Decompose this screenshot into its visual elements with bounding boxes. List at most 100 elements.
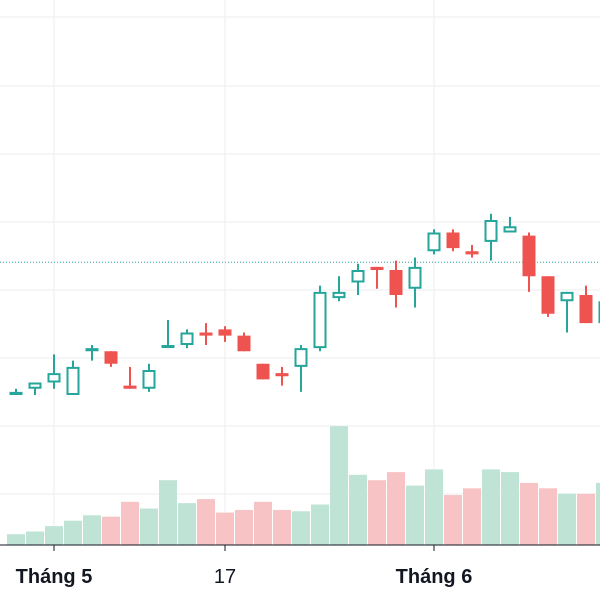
volume-bar — [406, 485, 424, 545]
volume-bar — [539, 488, 557, 545]
x-axis: Tháng 5 17 Tháng 6 1 — [0, 544, 600, 588]
volume-bar — [463, 488, 481, 545]
grid-lines — [0, 0, 600, 545]
volume-bar — [45, 526, 63, 545]
candle-body-down — [446, 232, 460, 249]
volume-bar — [292, 511, 310, 545]
candle-body-down — [370, 266, 384, 270]
candle — [9, 388, 23, 395]
candle — [237, 332, 251, 352]
candles — [9, 213, 600, 395]
candle — [256, 363, 270, 380]
candle — [142, 363, 156, 392]
candle — [370, 266, 384, 289]
volume-bar — [330, 426, 348, 545]
volume-bar — [273, 509, 291, 545]
candle — [28, 382, 42, 395]
candle — [560, 291, 574, 333]
candle-body-down — [123, 385, 137, 389]
candle-body-up — [408, 266, 422, 289]
volume-bar — [235, 509, 253, 545]
candle — [541, 276, 555, 317]
candle — [408, 257, 422, 308]
volume-bar — [577, 493, 595, 545]
candle-body-up — [351, 270, 365, 283]
volume-bar — [387, 472, 405, 545]
candle-body-up — [332, 291, 346, 299]
x-axis-ticks: Tháng 5 17 Tháng 6 1 — [16, 545, 600, 588]
candle-body-down — [199, 332, 213, 336]
candle-body-up — [560, 291, 574, 302]
candle — [161, 320, 175, 349]
candle — [104, 351, 118, 367]
candle-body-up — [313, 291, 327, 349]
candle — [484, 213, 498, 261]
x-tick-label: Tháng 5 — [16, 566, 93, 588]
volume-bar — [216, 512, 234, 545]
candle — [66, 360, 80, 395]
candle — [47, 354, 61, 389]
volume-bar — [102, 516, 120, 545]
volume-bars — [7, 426, 600, 545]
volume-bar — [178, 503, 196, 545]
volume-bar — [159, 480, 177, 545]
volume-bar — [482, 469, 500, 545]
candle — [294, 345, 308, 392]
candle — [123, 366, 137, 389]
candle-body-down — [218, 329, 232, 336]
volume-bar — [444, 495, 462, 545]
candle — [427, 229, 441, 255]
volume-bar — [596, 482, 600, 545]
volume-bar — [501, 472, 519, 545]
candle — [465, 245, 479, 258]
candle — [180, 329, 194, 349]
volume-bar — [520, 482, 538, 545]
candle-body-up — [142, 370, 156, 389]
candle-body-down — [579, 295, 593, 324]
candle — [579, 285, 593, 324]
candle-body-down — [237, 335, 251, 352]
candle-body-down — [522, 235, 536, 277]
candle-body-down — [465, 251, 479, 255]
x-tick-label: Tháng 6 — [396, 566, 473, 588]
candle — [275, 366, 289, 386]
candle-body-up — [503, 226, 517, 233]
candle-body-down — [104, 351, 118, 364]
volume-bar — [7, 534, 25, 545]
candle-body-down — [256, 363, 270, 380]
candle — [446, 229, 460, 252]
volume-bar — [311, 504, 329, 545]
x-tick-label: 17 — [214, 566, 236, 588]
volume-bar — [254, 501, 272, 545]
candle — [522, 232, 536, 292]
candle-body-up — [294, 348, 308, 367]
candle — [351, 263, 365, 295]
volume-bar — [121, 501, 139, 545]
volume-bar — [349, 474, 367, 545]
candle-body-down — [275, 373, 289, 377]
candle-body-up — [9, 391, 23, 395]
candle-body-up — [180, 332, 194, 345]
volume-bar — [140, 508, 158, 545]
candle-body-up — [47, 373, 61, 383]
candle — [85, 345, 99, 361]
volume-bar — [425, 469, 443, 545]
volume-bar — [558, 493, 576, 545]
candle — [218, 326, 232, 342]
candle-body-up — [66, 366, 80, 395]
volume-bar — [197, 499, 215, 545]
volume-bar — [368, 480, 386, 545]
candle-body-up — [161, 345, 175, 348]
candle — [199, 323, 213, 345]
candle — [503, 216, 517, 233]
candle — [332, 276, 346, 302]
candle-body-up — [427, 232, 441, 252]
volume-bar — [26, 531, 44, 545]
volume-bar — [83, 515, 101, 545]
candle-body-down — [389, 270, 403, 295]
candle-body-up — [28, 382, 42, 389]
candle — [389, 260, 403, 308]
candle-body-down — [541, 276, 555, 314]
candle — [313, 285, 327, 352]
